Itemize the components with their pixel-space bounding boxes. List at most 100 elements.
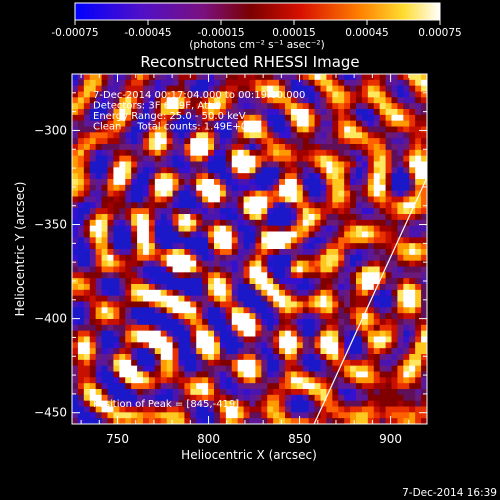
heatmap-cell <box>237 260 244 267</box>
heatmap-cell <box>403 377 410 384</box>
heatmap-cell <box>385 278 392 285</box>
heatmap-cell <box>131 307 138 314</box>
heatmap-cell <box>320 85 327 92</box>
heatmap-cell <box>95 109 102 116</box>
heatmap-cell <box>320 91 327 98</box>
heatmap-cell <box>107 284 114 291</box>
heatmap-cell <box>267 155 274 162</box>
heatmap-cell <box>255 418 262 424</box>
heatmap-cell <box>320 272 327 279</box>
heatmap-cell <box>302 161 310 168</box>
heatmap-cell <box>172 149 179 157</box>
heatmap-cell <box>231 167 239 174</box>
heatmap-cell <box>397 394 404 402</box>
heatmap-cell <box>77 126 85 133</box>
heatmap-cell <box>172 266 179 273</box>
heatmap-cell <box>196 219 203 227</box>
heatmap-cell <box>285 109 292 116</box>
heatmap-cell <box>225 342 233 349</box>
heatmap-cell <box>77 208 85 215</box>
heatmap-cell <box>279 319 286 326</box>
heatmap-cell <box>409 97 416 104</box>
heatmap-cell <box>208 342 215 349</box>
heatmap-cell <box>356 289 363 297</box>
heatmap-cell <box>261 313 268 320</box>
heatmap-cell <box>391 190 398 197</box>
heatmap-cell <box>397 260 404 267</box>
heatmap-cell <box>350 132 357 139</box>
heatmap-cell <box>101 208 108 215</box>
heatmap-cell <box>125 278 132 285</box>
heatmap-cell <box>326 394 333 402</box>
heatmap-cell <box>95 196 102 203</box>
heatmap-cell <box>320 225 327 232</box>
heatmap-cell <box>421 126 427 133</box>
heatmap-cell <box>231 126 239 133</box>
heatmap-cell <box>261 103 268 110</box>
heatmap-cell <box>172 330 179 337</box>
heatmap-cell <box>290 184 298 192</box>
heatmap-cell <box>125 319 132 326</box>
heatmap-cell <box>279 225 286 232</box>
heatmap-cell <box>255 126 262 133</box>
heatmap-cell <box>95 348 102 355</box>
heatmap-cell <box>202 412 209 419</box>
heatmap-cell <box>273 254 280 262</box>
heatmap-cell <box>231 272 239 279</box>
heatmap-cell <box>267 272 274 279</box>
heatmap-cell <box>184 406 191 413</box>
heatmap-cell <box>131 272 138 279</box>
heatmap-cell <box>243 173 250 180</box>
heatmap-cell <box>344 85 351 92</box>
heatmap-cell <box>107 371 114 378</box>
heatmap-cell <box>237 418 244 424</box>
heatmap-cell <box>113 103 120 110</box>
heatmap-cell <box>326 120 333 127</box>
heatmap-cell <box>367 289 375 297</box>
heatmap-cell <box>350 231 357 238</box>
heatmap-cell <box>373 313 381 320</box>
heatmap-cell <box>243 219 250 227</box>
heatmap-cell <box>290 138 298 145</box>
heatmap-cell <box>279 138 286 145</box>
heatmap-cell <box>249 371 256 378</box>
heatmap-cell <box>83 336 91 343</box>
heatmap-cell <box>290 126 298 133</box>
heatmap-cell <box>113 389 120 396</box>
heatmap-cell <box>83 126 91 133</box>
heatmap-cell <box>225 190 233 197</box>
heatmap-cell <box>279 266 286 273</box>
heatmap-cell <box>131 400 138 407</box>
heatmap-cell <box>267 336 274 343</box>
heatmap-cell <box>166 412 173 419</box>
heatmap-cell <box>255 359 262 367</box>
heatmap-cell <box>379 138 386 145</box>
heatmap-cell <box>77 190 85 197</box>
heatmap-cell <box>119 202 126 209</box>
heatmap-cell <box>279 243 286 250</box>
heatmap-cell <box>219 126 227 133</box>
heatmap-cell <box>208 266 215 273</box>
heatmap-cell <box>196 336 203 343</box>
heatmap-cell <box>308 97 315 104</box>
heatmap-cell <box>344 278 351 285</box>
heatmap-cell <box>273 161 280 168</box>
heatmap-cell <box>208 155 215 162</box>
heatmap-cell <box>356 342 363 349</box>
heatmap-cell <box>302 126 310 133</box>
heatmap-cell <box>314 324 321 332</box>
heatmap-cell <box>255 120 262 127</box>
heatmap-cell <box>243 324 250 332</box>
heatmap-cell <box>178 103 185 110</box>
heatmap-cell <box>385 219 392 227</box>
heatmap-cell <box>361 173 369 180</box>
heatmap-cell <box>403 400 410 407</box>
heatmap-cell <box>214 196 221 203</box>
heatmap-cell <box>219 324 227 332</box>
heatmap-cell <box>421 254 427 262</box>
heatmap-cell <box>83 97 91 104</box>
heatmap-cell <box>326 254 333 262</box>
heatmap-cell <box>415 79 422 87</box>
heatmap-cell <box>77 254 85 262</box>
heatmap-cell <box>273 214 280 221</box>
